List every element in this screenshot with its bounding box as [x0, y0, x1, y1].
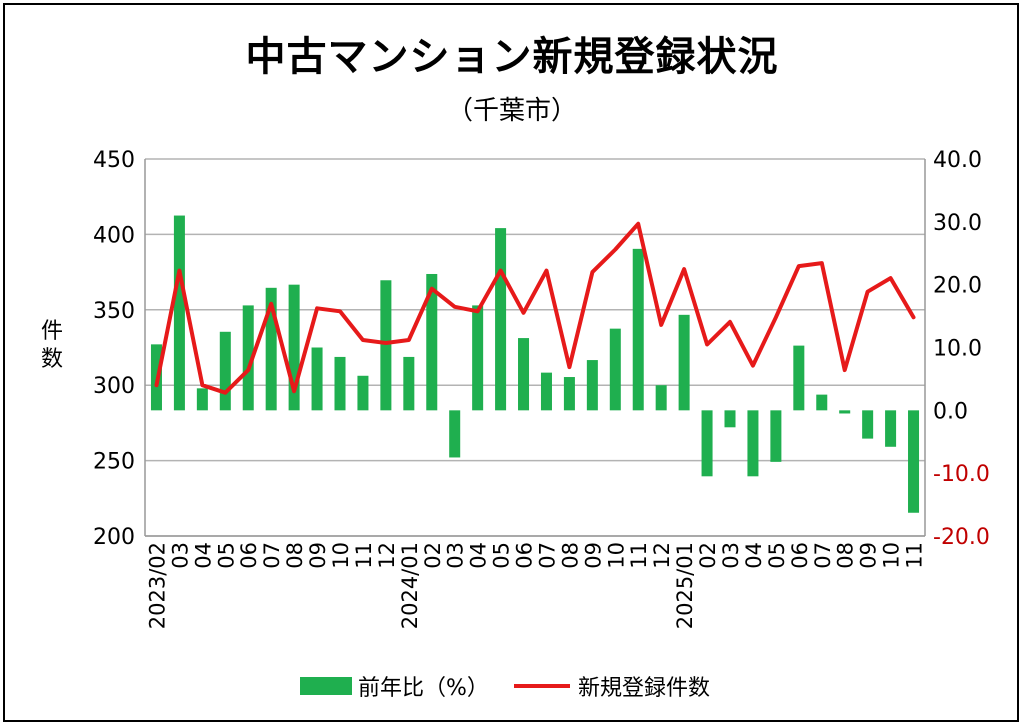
right-tick-label: -10.0: [933, 462, 990, 487]
series-line: [154, 221, 916, 395]
bar: [334, 356, 346, 411]
category-label: 02: [696, 542, 720, 569]
left-tick-label: 300: [93, 374, 135, 399]
bar: [288, 284, 300, 411]
category-label: 2023/02: [145, 542, 169, 629]
legend-swatch-line: [514, 684, 570, 688]
bar: [816, 394, 828, 411]
bar: [747, 410, 759, 477]
category-label: 03: [719, 542, 743, 569]
right-tick-label: 30.0: [933, 211, 982, 236]
left-tick-label: 400: [93, 223, 135, 248]
category-label: 12: [650, 542, 674, 569]
chart-legend: 前年比（%） 新規登録件数: [0, 668, 1024, 704]
bar: [265, 287, 277, 411]
bar: [472, 305, 484, 411]
category-label: 08: [283, 542, 307, 569]
category-label: 09: [857, 542, 881, 569]
category-label: 10: [329, 542, 353, 569]
bar: [219, 331, 231, 411]
bar: [609, 328, 621, 411]
category-label: 05: [214, 542, 238, 569]
right-tick-label: 20.0: [933, 274, 982, 299]
bar: [724, 410, 736, 428]
legend-label-line: 新規登録件数: [578, 676, 711, 701]
bar: [862, 410, 874, 439]
bar: [770, 410, 782, 462]
chart-title: 中古マンション新規登録状況: [245, 34, 779, 80]
bar: [426, 273, 438, 411]
category-label: 09: [306, 542, 330, 569]
category-label: 10: [604, 542, 628, 569]
legend-swatch-bar: [300, 677, 352, 695]
category-label: 08: [558, 542, 582, 569]
bar: [380, 280, 392, 411]
category-label: 04: [467, 542, 491, 569]
category-label: 05: [490, 542, 514, 569]
category-label: 05: [765, 542, 789, 569]
bar: [885, 410, 897, 447]
right-tick-label: -20.0: [933, 525, 990, 550]
right-tick-label: 40.0: [933, 148, 982, 173]
category-label: 06: [237, 542, 261, 569]
left-tick-label: 250: [93, 450, 135, 475]
bar: [632, 248, 644, 411]
bar: [449, 410, 461, 458]
category-label: 11: [627, 542, 651, 569]
bar: [357, 375, 369, 411]
bar: [793, 345, 805, 411]
bar: [242, 305, 254, 411]
left-tick-label: 200: [93, 525, 135, 550]
chart-subtitle: （千葉市）: [446, 96, 577, 126]
bar: [563, 377, 575, 411]
right-tick-label: 0.0: [933, 399, 968, 424]
category-label: 02: [421, 542, 445, 569]
chart-frame: [3, 3, 1019, 722]
category-label: 03: [168, 542, 192, 569]
bar: [403, 356, 415, 411]
category-label: 11: [352, 542, 376, 569]
bar: [655, 385, 667, 411]
bar: [311, 347, 323, 411]
category-label: 06: [513, 542, 537, 569]
category-label: 2024/01: [398, 542, 422, 629]
category-label: 04: [191, 542, 215, 569]
category-label: 07: [811, 542, 835, 569]
category-label: 03: [444, 542, 468, 569]
category-label: 11: [903, 542, 927, 569]
category-label: 08: [834, 542, 858, 569]
category-label: 12: [375, 542, 399, 569]
left-axis-label: 件数: [40, 319, 63, 372]
category-label: 06: [788, 542, 812, 569]
bar: [540, 372, 552, 411]
left-tick-label: 450: [93, 148, 135, 173]
category-label: 10: [880, 542, 904, 569]
legend-label-bar: 前年比（%）: [358, 676, 489, 701]
bar: [173, 215, 185, 411]
category-label: 2025/01: [673, 542, 697, 629]
bar: [678, 314, 690, 411]
category-label: 04: [742, 542, 766, 569]
bar: [908, 410, 920, 513]
bar: [701, 410, 713, 477]
right-tick-label: 10.0: [933, 337, 982, 362]
category-label: 07: [260, 542, 284, 569]
legend-item-line: 新規登録件数: [514, 668, 710, 704]
bar: [495, 228, 507, 411]
category-label: 09: [581, 542, 605, 569]
left-tick-label: 350: [93, 299, 135, 324]
legend-item-bar: 前年比（%）: [300, 668, 489, 704]
bar: [839, 410, 851, 414]
bar: [518, 338, 530, 411]
bar: [586, 360, 598, 411]
category-label: 07: [535, 542, 559, 569]
bar: [196, 388, 208, 411]
